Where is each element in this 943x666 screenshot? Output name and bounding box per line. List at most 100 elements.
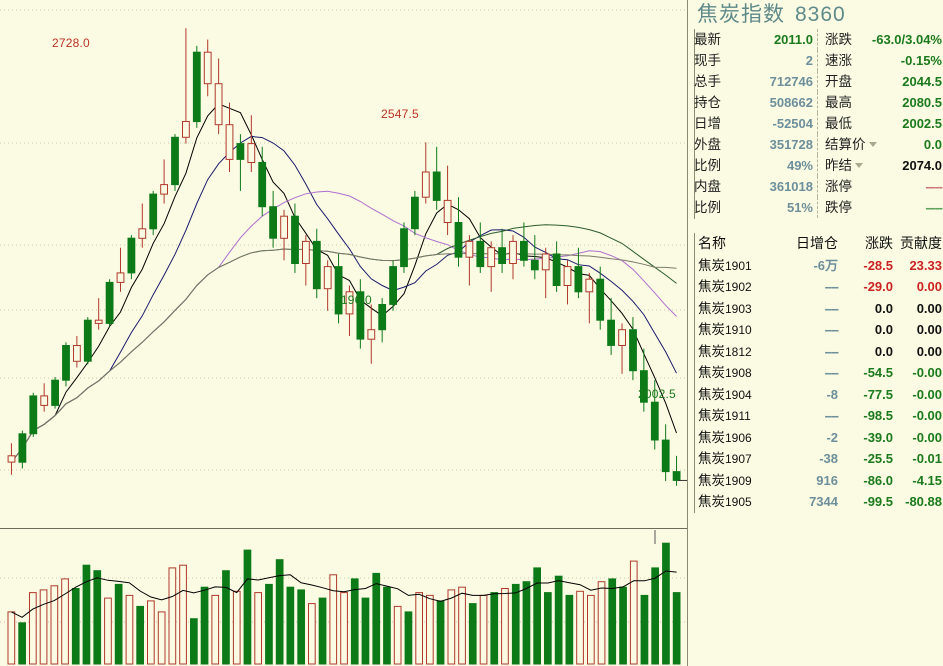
table-row[interactable]: 焦炭1908 ---- -54.5 -0.00 bbox=[695, 362, 943, 384]
volume-chart-panel[interactable] bbox=[0, 530, 688, 666]
quote-label: 速涨 bbox=[825, 53, 852, 68]
quote-cell: 总手 712746 bbox=[694, 71, 818, 92]
contract-name: 焦炭1911 bbox=[698, 408, 751, 423]
quote-grid-border bbox=[694, 29, 942, 219]
quote-value: 2002.5 bbox=[902, 116, 942, 131]
contracts-table[interactable]: 名称 日增仓 涨跌 贡献度 焦炭1901 -6万 -28.5 23.33 焦炭1902 ---- -… bbox=[694, 233, 943, 513]
quote-cell: 比例 51% bbox=[694, 197, 818, 218]
table-row[interactable]: 焦炭1906 -2 -39.0 -0.00 bbox=[695, 427, 943, 449]
table-row[interactable]: 焦炭1903 ---- 0.0 0.00 bbox=[695, 298, 943, 320]
quote-value: 2080.5 bbox=[902, 95, 942, 110]
table-row[interactable]: 焦炭1902 ---- -29.0 0.00 bbox=[695, 276, 943, 298]
contract-oi-change: 916 bbox=[816, 472, 838, 488]
quote-value: 0.0 bbox=[923, 137, 942, 152]
quote-cell: 外盘 351728 bbox=[694, 134, 818, 155]
contract-name: 焦炭1905 bbox=[698, 494, 752, 509]
quote-row: 现手 2 速涨 -0.15% bbox=[694, 50, 942, 71]
quote-value: 51% bbox=[786, 200, 813, 215]
quote-label: 日增 bbox=[694, 116, 721, 131]
contract-change: -28.5 bbox=[863, 257, 893, 273]
contract-contribution: -0.00 bbox=[912, 429, 942, 445]
contract-change: 0.0 bbox=[874, 343, 893, 359]
price-annotation-label: 2547.5 bbox=[381, 107, 419, 121]
table-row[interactable]: 焦炭1907 -38 -25.5 -0.01 bbox=[695, 448, 943, 470]
contract-change: -39.0 bbox=[863, 429, 893, 445]
contract-oi-change: -6万 bbox=[813, 257, 838, 273]
quote-cell: 持仓 508662 bbox=[694, 92, 818, 113]
quote-label: 最高 bbox=[825, 95, 852, 110]
price-chart-panel[interactable]: 2728.0 2547.5 2196.0 2002.5 bbox=[0, 0, 688, 528]
col-header-oi: 日增仓 bbox=[796, 235, 838, 251]
table-row[interactable]: 焦炭1905 7344 -99.5 -80.88 bbox=[695, 491, 943, 513]
price-annotation-label: 2002.5 bbox=[638, 387, 676, 401]
quote-value: 2074.0 bbox=[902, 158, 942, 173]
contract-contribution: 0.00 bbox=[916, 322, 942, 337]
contract-name: 焦炭1907 bbox=[698, 451, 752, 466]
quote-grid: 最新 2011.0 涨跌 -63.0/3.04% 现手 2 速涨 -0.15% 总手 712746… bbox=[694, 29, 943, 218]
quote-label: 跌停 bbox=[825, 200, 852, 215]
instrument-title: 焦炭指数 8360 bbox=[697, 2, 846, 28]
contract-change: 0.0 bbox=[874, 300, 893, 316]
table-row[interactable]: 焦炭1904 -8 -77.5 -0.00 bbox=[695, 384, 943, 406]
quote-row: 总手 712746 开盘 2044.5 bbox=[694, 71, 942, 92]
quote-label: 结算价 bbox=[825, 134, 877, 155]
quote-value: 2044.5 bbox=[902, 74, 942, 89]
quote-label: 比例 bbox=[694, 158, 721, 173]
table-row[interactable]: 焦炭1909 916 -86.0 -4.15 bbox=[695, 470, 943, 492]
quote-value: ----- bbox=[925, 200, 943, 215]
contract-oi-change: ---- bbox=[824, 322, 839, 337]
quote-value: 508662 bbox=[769, 95, 813, 110]
price-annotation-label: 2728.0 bbox=[52, 36, 90, 50]
chart-area[interactable]: 2728.0 2547.5 2196.0 2002.5 bbox=[0, 0, 688, 666]
contract-name: 焦炭1909 bbox=[698, 472, 752, 488]
quote-row: 最新 2011.0 涨跌 -63.0/3.04% bbox=[694, 29, 942, 50]
candlestick-chart bbox=[0, 9, 688, 486]
table-row[interactable]: 焦炭1911 ---- -98.5 -0.00 bbox=[695, 405, 943, 427]
quote-panel[interactable]: 焦炭指数 8360 最新 2011.0 涨跌 -63.0/3.04% 现手 2 速涨 -0.15… bbox=[689, 0, 943, 666]
panel-divider bbox=[0, 528, 688, 529]
quote-cell: 最高 2080.5 bbox=[818, 92, 942, 113]
volume-chart bbox=[0, 530, 688, 665]
quote-label: 昨结 bbox=[825, 155, 863, 176]
quote-label: 比例 bbox=[694, 200, 721, 215]
contract-change: 0.0 bbox=[874, 322, 893, 337]
quote-label: 涨跌 bbox=[825, 32, 852, 47]
quote-value: -0.15% bbox=[900, 53, 942, 68]
contract-contribution: -4.15 bbox=[912, 472, 942, 488]
quote-cell: 比例 49% bbox=[694, 155, 818, 176]
quote-cell: 涨停 ----- bbox=[818, 176, 943, 197]
contract-change: -98.5 bbox=[863, 408, 893, 423]
table-row[interactable]: 焦炭1812 ---- 0.0 0.00 bbox=[695, 341, 943, 363]
quote-cell: 日增 -52504 bbox=[694, 113, 818, 134]
quote-value: 49% bbox=[786, 158, 813, 173]
quote-cell: 开盘 2044.5 bbox=[818, 71, 942, 92]
table-row[interactable]: 焦炭1910 ---- 0.0 0.00 bbox=[695, 319, 943, 341]
contract-change: -86.0 bbox=[863, 472, 893, 488]
quote-cell: 跌停 ----- bbox=[818, 197, 943, 218]
quote-value: 351728 bbox=[769, 137, 813, 152]
table-header-row: 名称 日增仓 涨跌 贡献度 bbox=[695, 233, 943, 255]
quote-cell: 现手 2 bbox=[694, 50, 818, 71]
quote-cell: 最低 2002.5 bbox=[818, 113, 942, 134]
quote-value: -52504 bbox=[772, 116, 813, 131]
col-header-name: 名称 bbox=[698, 235, 726, 251]
chevron-down-icon[interactable] bbox=[868, 142, 877, 147]
contract-oi-change: ---- bbox=[824, 408, 839, 423]
quote-cell[interactable]: 昨结 2074.0 bbox=[818, 155, 942, 176]
quote-value: 361018 bbox=[769, 179, 813, 194]
quote-row: 比例 49% 昨结 2074.0 bbox=[694, 155, 942, 176]
instrument-name: 焦炭指数 bbox=[697, 3, 785, 26]
contract-oi-change: ---- bbox=[824, 365, 839, 380]
contract-oi-change: ---- bbox=[824, 300, 839, 316]
quote-label: 外盘 bbox=[694, 137, 721, 152]
contract-contribution: -80.88 bbox=[905, 494, 942, 509]
quote-cell[interactable]: 结算价 0.0 bbox=[818, 134, 942, 155]
quote-row: 持仓 508662 最高 2080.5 bbox=[694, 92, 942, 113]
contract-contribution: -0.00 bbox=[912, 408, 942, 423]
contract-name: 焦炭1906 bbox=[698, 429, 752, 445]
chevron-down-icon[interactable] bbox=[855, 163, 863, 168]
contract-contribution: 0.00 bbox=[916, 279, 942, 294]
table-row[interactable]: 焦炭1901 -6万 -28.5 23.33 bbox=[695, 255, 943, 277]
price-annotation-label: 2196.0 bbox=[334, 293, 372, 307]
